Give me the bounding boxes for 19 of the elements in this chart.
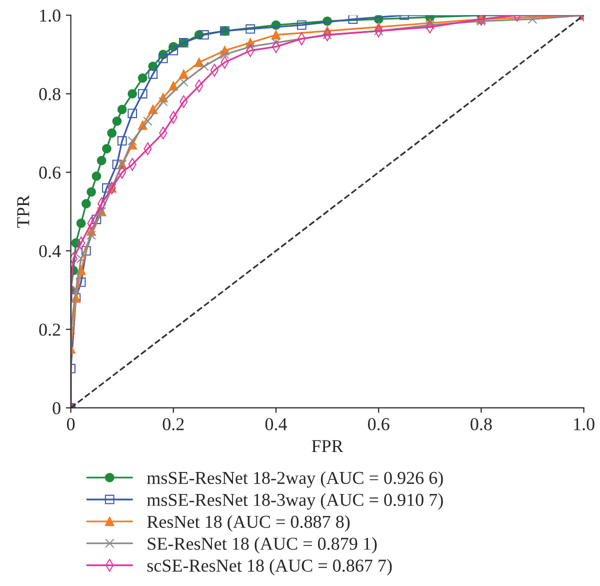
legend-label: scSE-ResNet 18 (AUC = 0.867 7) xyxy=(147,559,392,576)
x-tick-label: 0.8 xyxy=(470,418,492,430)
y-axis-title: TPR xyxy=(17,195,30,228)
legend-label: msSE-ResNet 18-3way (AUC = 0.910 7) xyxy=(147,493,443,510)
x-axis-title: FPR xyxy=(312,440,344,452)
x-tick-label: 0.4 xyxy=(265,418,288,430)
x-tick-label: 0.6 xyxy=(368,418,390,430)
y-tick-label: 0 xyxy=(52,402,60,414)
legend-label: SE-ResNet 18 (AUC = 0.879 1) xyxy=(148,537,377,554)
y-tick-label: 0.4 xyxy=(39,245,61,258)
y-tick-label: 0.6 xyxy=(39,166,61,179)
legend-label: msSE-ResNet 18-2way (AUC = 0.926 6) xyxy=(147,471,443,488)
x-tick-label: 0 xyxy=(66,418,75,430)
y-tick-label: 1.0 xyxy=(40,9,60,22)
y-tick-label: 0.2 xyxy=(39,324,60,336)
x-tick-label: 0.2 xyxy=(162,418,184,430)
x-tick-label: 1.0 xyxy=(574,418,594,430)
y-tick-label: 0.8 xyxy=(39,88,60,100)
legend-label: ResNet 18 (AUC = 0.887 8) xyxy=(147,515,350,532)
